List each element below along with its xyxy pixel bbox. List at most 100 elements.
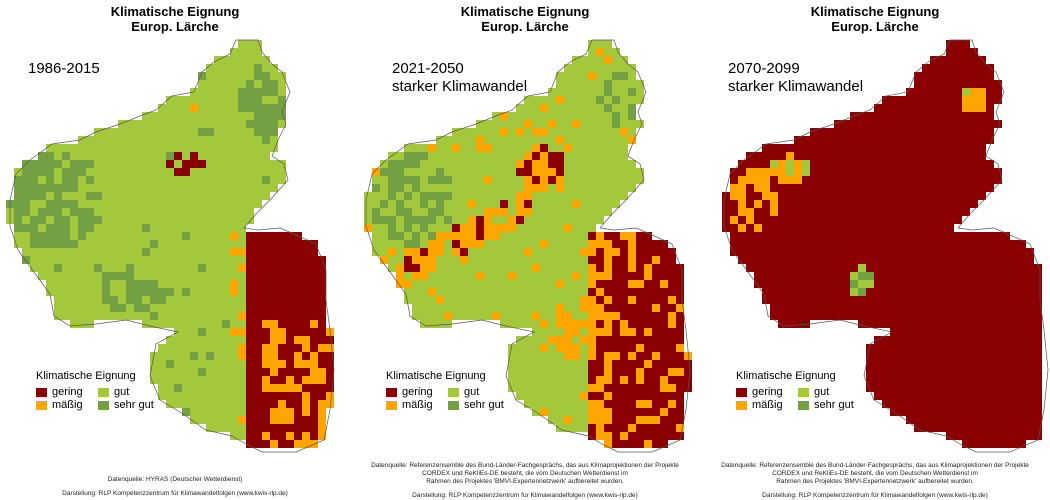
map-cell-gering xyxy=(922,88,930,96)
map-cell-gering xyxy=(890,176,898,184)
map-cell-gut xyxy=(628,168,636,176)
map-cell-gut xyxy=(436,144,444,152)
map-cell-gut xyxy=(468,192,476,200)
map-cell-gut xyxy=(206,160,214,168)
map-cell-gut xyxy=(460,216,468,224)
map-cell-gut xyxy=(230,360,238,368)
map-cell-gering xyxy=(946,320,954,328)
map-cell-gut xyxy=(230,304,238,312)
map-cell-gut xyxy=(484,248,492,256)
map-cell-gering xyxy=(858,240,866,248)
map-cell-gut xyxy=(142,152,150,160)
map-cell-maessig xyxy=(380,256,388,264)
map-cell-gut xyxy=(444,280,452,288)
map-cell-gering xyxy=(612,264,620,272)
map-cell-gering xyxy=(962,240,970,248)
map-cell-gering xyxy=(882,168,890,176)
map-cell-gut xyxy=(524,360,532,368)
map-cell-gut xyxy=(596,56,604,64)
map-cell-gering xyxy=(628,384,636,392)
map-cell-gering xyxy=(978,120,986,128)
map-cell-gering xyxy=(898,136,906,144)
map-cell-maessig xyxy=(746,216,754,224)
map-cell-gering xyxy=(890,128,898,136)
map-cell-gut xyxy=(580,184,588,192)
map-cell-gering xyxy=(556,160,564,168)
map-cell-maessig xyxy=(294,336,302,344)
map-cell-gering xyxy=(628,408,636,416)
map-cell-gut xyxy=(580,192,588,200)
map-cell-gering xyxy=(898,256,906,264)
map-cell-gering xyxy=(978,184,986,192)
map-cell-gering xyxy=(946,376,954,384)
map-cell-gut xyxy=(278,72,286,80)
map-cell-gut xyxy=(364,216,372,224)
map-cell-gut xyxy=(198,288,206,296)
map-cell-gering xyxy=(246,304,254,312)
map-cell-gut xyxy=(436,184,444,192)
map-cell-gering xyxy=(882,272,890,280)
map-cell-gut xyxy=(572,184,580,192)
map-cell-gering xyxy=(898,392,906,400)
map-cell-gut xyxy=(524,136,532,144)
map-cell-gut xyxy=(532,232,540,240)
map-cell-gering xyxy=(302,320,310,328)
map-cell-maessig xyxy=(580,248,588,256)
map-cell-gut xyxy=(110,232,118,240)
map-cell-gering xyxy=(278,272,286,280)
map-cell-gut xyxy=(206,64,214,72)
map-cell-maessig xyxy=(302,376,310,384)
map-cell-gering xyxy=(286,304,294,312)
map-cell-sehr-gut xyxy=(110,304,118,312)
map-cell-gut xyxy=(222,360,230,368)
map-cell-gering xyxy=(946,56,954,64)
map-cell-gering xyxy=(254,248,262,256)
map-cell-gering xyxy=(866,224,874,232)
map-cell-gut xyxy=(126,248,134,256)
map-cell-gering xyxy=(970,248,978,256)
map-cell-gering xyxy=(914,192,922,200)
map-cell-gut xyxy=(206,264,214,272)
map-cell-gut xyxy=(238,224,246,232)
map-cell-gut xyxy=(572,384,580,392)
map-cell-gut xyxy=(94,256,102,264)
map-cell-gering xyxy=(254,424,262,432)
map-cell-gut xyxy=(86,288,94,296)
map-cell-gering xyxy=(596,352,604,360)
map-cell-gering xyxy=(644,320,652,328)
map-cell-maessig xyxy=(754,224,762,232)
map-cell-gut xyxy=(604,112,612,120)
map-cell-gut xyxy=(238,176,246,184)
map-cell-gut xyxy=(412,312,420,320)
map-cell-gering xyxy=(922,304,930,312)
map-cell-gut xyxy=(142,320,150,328)
map-cell-gut xyxy=(182,264,190,272)
map-cell-gering xyxy=(1026,432,1034,440)
map-cell-gut xyxy=(166,336,174,344)
map-cell-gut xyxy=(206,104,214,112)
map-cell-sehr-gut xyxy=(428,216,436,224)
map-cell-gering xyxy=(524,160,532,168)
map-cell-gut xyxy=(620,176,628,184)
map-cell-gut xyxy=(580,256,588,264)
map-cell-gut xyxy=(118,168,126,176)
map-cell-gering xyxy=(604,400,612,408)
map-cell-gut xyxy=(222,104,230,112)
map-cell-gering xyxy=(922,200,930,208)
map-cell-gering xyxy=(778,248,786,256)
map-cell-gut xyxy=(214,88,222,96)
map-cell-sehr-gut xyxy=(166,360,174,368)
map-cell-gut xyxy=(850,272,858,280)
map-cell-gering xyxy=(898,304,906,312)
map-cell-gering xyxy=(636,320,644,328)
map-cell-gering xyxy=(930,232,938,240)
map-cell-sehr-gut xyxy=(628,104,636,112)
map-cell-gut xyxy=(238,192,246,200)
map-cell-gut xyxy=(476,160,484,168)
map-cell-gut xyxy=(452,176,460,184)
map-cell-gut xyxy=(540,400,548,408)
map-cell-gering xyxy=(810,184,818,192)
map-cell-gut xyxy=(588,152,596,160)
map-cell-gering xyxy=(954,416,962,424)
map-cell-sehr-gut xyxy=(30,184,38,192)
